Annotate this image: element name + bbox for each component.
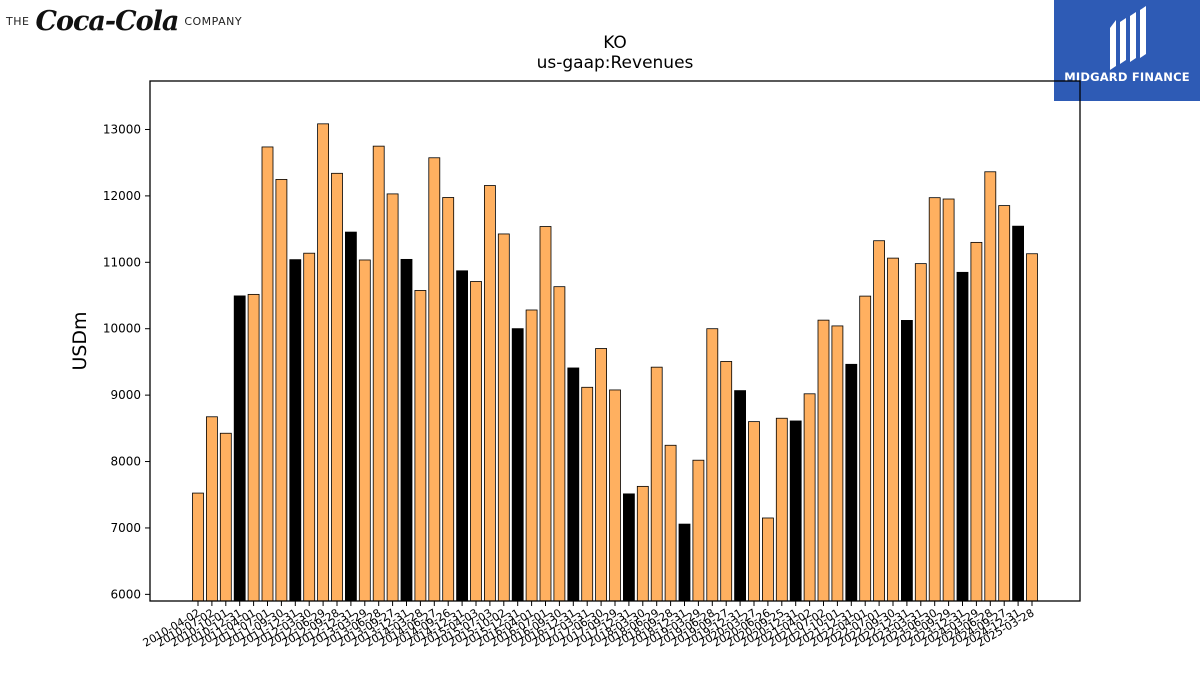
bar-2010-07-02 [205, 416, 218, 602]
bar-2021-04-02 [803, 393, 816, 602]
bar-2019-09-27 [720, 361, 733, 602]
bar-2015-04-03 [470, 281, 482, 602]
bar-2011-09-30 [275, 179, 288, 602]
bar-2011-07-01 [261, 146, 274, 602]
bar-2014-06-27 [428, 157, 441, 602]
bar-2015-12-31 [511, 328, 524, 602]
y-tick-label: 12000 [103, 189, 141, 203]
bar-2023-12-31 [956, 271, 969, 602]
bar-2024-06-28 [984, 171, 997, 602]
bar-2025-03-28 [1026, 253, 1038, 602]
midgard-finance-logo: MIDGARD FINANCE [1054, 0, 1200, 101]
bar-2017-09-29 [609, 389, 621, 602]
bar-series [192, 123, 1038, 602]
y-axis-label: USDm [69, 311, 91, 370]
bar-2016-04-01 [525, 309, 538, 602]
bar-2021-10-01 [831, 325, 844, 602]
y-tick-label: 10000 [103, 322, 141, 336]
bar-2015-07-03 [483, 185, 496, 602]
bar-2023-06-30 [928, 197, 941, 602]
bar-2012-12-31 [344, 231, 357, 602]
bar-2011-12-31 [289, 259, 302, 602]
bar-2018-12-31 [678, 523, 691, 602]
bar-2018-06-29 [650, 366, 663, 602]
bar-2021-12-31 [845, 363, 858, 602]
bar-2010-12-31 [233, 295, 246, 602]
y-axis: 6000 7000 8000 9000 10000 11000 12000 13000 [103, 122, 150, 601]
bar-2012-06-29 [317, 123, 330, 602]
bar-2022-07-01 [873, 240, 885, 602]
bar-2024-03-29 [970, 241, 983, 602]
bar-2024-12-31 [1012, 225, 1024, 602]
bar-2012-09-28 [331, 172, 343, 602]
bar-2017-12-31 [623, 493, 635, 602]
bar-2010-04-02 [192, 492, 204, 602]
bar-2022-04-01 [859, 295, 872, 602]
bar-2022-12-31 [901, 320, 913, 602]
bar-2017-06-30 [595, 348, 607, 602]
bar-2016-09-30 [553, 286, 566, 602]
bar-2019-06-28 [706, 328, 719, 602]
bar-2016-07-01 [539, 226, 552, 602]
bar-2020-03-27 [748, 421, 760, 602]
coca-cola-logo: THE Coca-Cola COMPANY [6, 4, 242, 38]
bar-2013-09-27 [386, 193, 399, 602]
bar-2024-09-27 [998, 205, 1011, 602]
logo-prefix: THE [6, 14, 30, 28]
midgard-emblem-icon [1110, 6, 1146, 70]
bar-2014-03-28 [414, 290, 427, 602]
bar-2013-03-29 [358, 259, 371, 602]
bar-2013-06-28 [372, 145, 385, 602]
bar-2022-09-30 [887, 257, 899, 602]
y-tick-label: 9000 [110, 388, 141, 402]
bar-2015-10-02 [497, 233, 510, 602]
logo-suffix: COMPANY [184, 14, 243, 28]
bar-2019-12-31 [734, 390, 746, 602]
y-tick-label: 11000 [103, 255, 141, 269]
chart-subtitle: us-gaap:Revenues [537, 53, 694, 73]
bar-2023-09-29 [942, 198, 955, 602]
y-tick-label: 6000 [110, 587, 141, 601]
bar-2016-12-31 [567, 367, 580, 602]
bar-2018-09-28 [664, 444, 677, 602]
bar-2023-03-31 [914, 263, 927, 602]
logo-script: Coca-Cola [35, 5, 179, 37]
bar-2017-03-31 [581, 386, 594, 602]
bar-2019-03-29 [692, 459, 705, 602]
midgard-finance-label: MIDGARD FINANCE [1064, 70, 1190, 84]
bar-2013-12-31 [400, 258, 413, 602]
bar-2012-03-30 [303, 252, 316, 602]
y-tick-label: 8000 [110, 455, 141, 469]
plot-frame [149, 80, 1081, 602]
bar-2020-09-25 [775, 417, 788, 602]
chart-title: KO [603, 33, 627, 53]
bar-2011-04-01 [247, 293, 260, 602]
bar-2020-06-26 [762, 517, 774, 602]
bar-2014-09-26 [442, 197, 455, 602]
bar-2018-03-30 [636, 485, 649, 602]
bar-2010-10-01 [219, 432, 232, 602]
x-axis: 2010-04-022010-07-022010-10-012010-12-31… [141, 601, 1037, 650]
y-tick-label: 13000 [103, 122, 141, 136]
bar-2021-07-02 [817, 319, 830, 602]
bar-2014-12-31 [456, 270, 469, 602]
y-tick-label: 7000 [110, 521, 141, 535]
bar-2020-12-31 [789, 420, 802, 602]
